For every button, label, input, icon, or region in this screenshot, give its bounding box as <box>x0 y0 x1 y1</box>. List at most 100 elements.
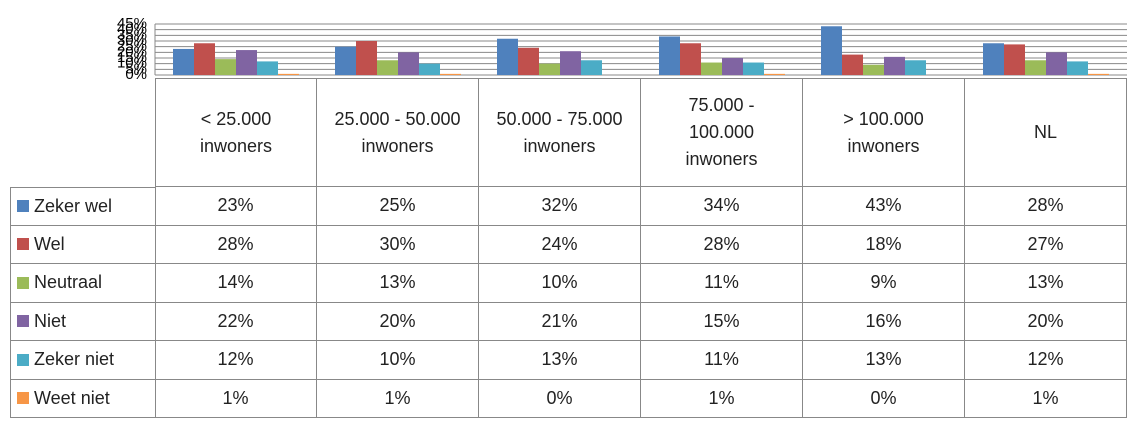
data-cell: 12% <box>155 341 317 380</box>
data-cell: 18% <box>803 225 965 264</box>
bar <box>905 60 926 75</box>
legend-swatch <box>17 200 29 213</box>
data-cell: 22% <box>155 302 317 341</box>
bar <box>821 26 842 75</box>
data-cell: 14% <box>155 264 317 303</box>
bar <box>701 62 722 75</box>
bar <box>236 50 257 75</box>
data-cell: 10% <box>317 341 479 380</box>
bar <box>194 43 215 75</box>
data-cell: 20% <box>965 302 1127 341</box>
column-header: < 25.000 inwoners <box>155 78 317 187</box>
data-cell: 32% <box>479 187 641 226</box>
data-cell: 28% <box>155 225 317 264</box>
bar <box>278 73 299 75</box>
bar <box>722 58 743 75</box>
data-cell: 13% <box>317 264 479 303</box>
legend-swatch <box>17 238 29 251</box>
y-tick-label: 5% <box>125 60 147 77</box>
bar <box>173 48 194 75</box>
legend-entry: Zeker wel <box>10 187 156 226</box>
data-cell: 43% <box>803 187 965 226</box>
bar <box>539 63 560 75</box>
data-cell: 10% <box>479 264 641 303</box>
legend-label: Niet <box>34 310 67 331</box>
legend-swatch <box>17 276 29 289</box>
column-header: 25.000 - 50.000 inwoners <box>317 78 479 187</box>
data-cell: 27% <box>965 225 1127 264</box>
data-cell: 16% <box>803 302 965 341</box>
bar <box>497 38 518 75</box>
y-tick-label: 0% <box>125 66 147 83</box>
bar <box>983 43 1004 75</box>
bar <box>1046 52 1067 75</box>
data-cell: 1% <box>317 379 479 418</box>
bar <box>680 43 701 75</box>
data-cell: 12% <box>965 341 1127 380</box>
y-tick-label: 30% <box>117 32 147 49</box>
bar <box>215 59 236 75</box>
legend-label: Wel <box>34 233 65 254</box>
column-header: 50.000 - 75.000 inwoners <box>479 78 641 187</box>
data-cell: 15% <box>641 302 803 341</box>
bar <box>1025 60 1046 75</box>
data-cell: 13% <box>803 341 965 380</box>
bar <box>581 60 602 75</box>
data-cell: 20% <box>317 302 479 341</box>
bar <box>1004 44 1025 75</box>
bar <box>518 47 539 75</box>
data-cell: 34% <box>641 187 803 226</box>
bar <box>1067 61 1088 75</box>
data-cell: 13% <box>479 341 641 380</box>
legend-label: Weet niet <box>34 387 110 408</box>
data-cell: 21% <box>479 302 641 341</box>
y-tick-label: 10% <box>117 55 147 72</box>
bar <box>335 46 356 75</box>
data-cell: 28% <box>641 225 803 264</box>
data-cell: 0% <box>479 379 641 418</box>
bar <box>842 54 863 75</box>
y-tick-label: 25% <box>117 38 147 55</box>
y-tick-label: 45% <box>117 15 147 32</box>
bar <box>659 36 680 75</box>
legend-entry: Zeker niet <box>10 341 156 380</box>
bar <box>377 60 398 75</box>
column-header: NL <box>965 78 1127 187</box>
bar <box>1088 73 1109 75</box>
data-cell: 13% <box>965 264 1127 303</box>
bar <box>743 62 764 75</box>
data-cell: 28% <box>965 187 1127 226</box>
data-cell: 1% <box>641 379 803 418</box>
legend-swatch <box>17 315 29 328</box>
legend-swatch <box>17 392 29 405</box>
bar <box>257 61 278 75</box>
bar <box>440 73 461 75</box>
bar <box>356 41 377 75</box>
data-cell: 30% <box>317 225 479 264</box>
bar <box>884 56 905 75</box>
legend-swatch <box>17 353 29 366</box>
data-cell: 25% <box>317 187 479 226</box>
bar <box>398 52 419 75</box>
legend-label: Zeker niet <box>34 349 115 370</box>
data-cell: 24% <box>479 225 641 264</box>
legend-label: Zeker wel <box>34 195 113 216</box>
data-cell: 9% <box>803 264 965 303</box>
legend-label: Neutraal <box>34 272 103 293</box>
legend-entry: Niet <box>10 302 156 341</box>
y-tick-label: 40% <box>117 21 147 38</box>
y-tick-label: 15% <box>117 49 147 66</box>
legend-entry: Neutraal <box>10 264 156 303</box>
y-tick-label: 20% <box>117 43 147 60</box>
y-tick-label: 35% <box>117 26 147 43</box>
column-header: 75.000 - 100.000 inwoners <box>641 78 803 187</box>
data-cell: 1% <box>155 379 317 418</box>
legend-entry: Weet niet <box>10 379 156 418</box>
legend-entry: Wel <box>10 225 156 264</box>
data-cell: 11% <box>641 341 803 380</box>
data-cell: 0% <box>803 379 965 418</box>
column-header: > 100.000 inwoners <box>803 78 965 187</box>
bar <box>560 51 581 75</box>
